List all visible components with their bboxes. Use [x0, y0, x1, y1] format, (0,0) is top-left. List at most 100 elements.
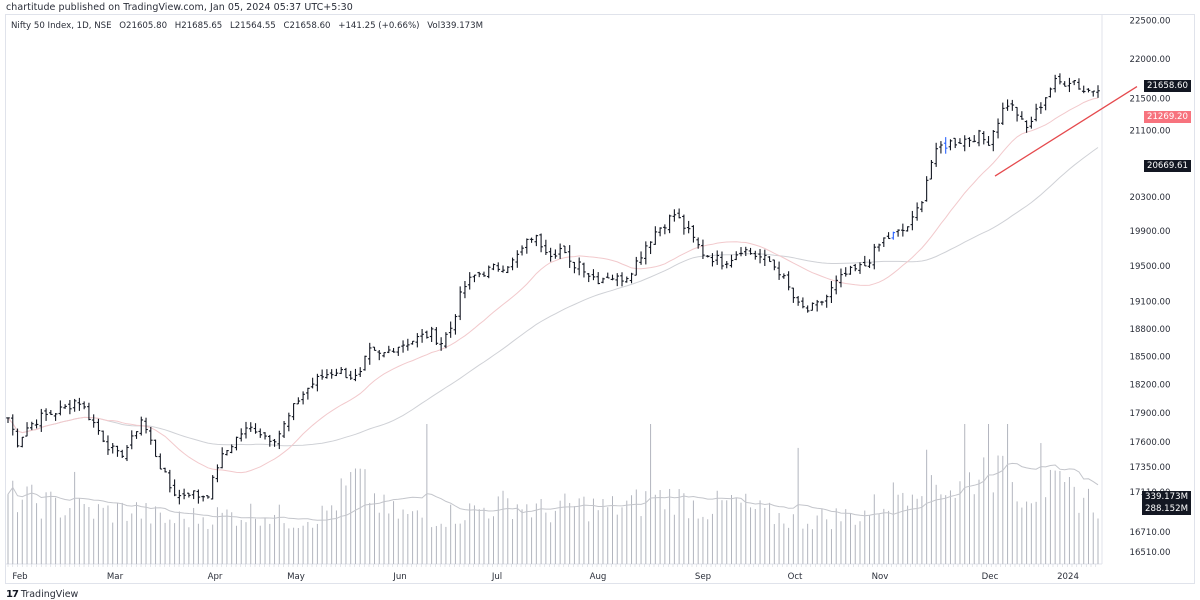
ohlc-bar	[1034, 103, 1038, 122]
symbol-legend: Nifty 50 Index, 1D, NSE O21605.80 H21685…	[11, 21, 488, 31]
ohlc-bar	[591, 269, 596, 281]
ohlc-bar	[658, 227, 662, 237]
ohlc-bar	[948, 139, 953, 151]
brand-name: TradingView	[20, 589, 79, 600]
ohlc-bar	[372, 346, 377, 351]
ohlc-bar	[467, 272, 472, 290]
ohlc-bar	[610, 274, 615, 281]
price-tick-label: 19900.00	[1129, 227, 1170, 237]
ohlc-bar	[25, 422, 29, 437]
time-tick-label: Aug	[590, 572, 607, 582]
ohlc-bar	[87, 402, 91, 421]
ohlc-bar	[615, 273, 620, 287]
price-tick-label: 19500.00	[1129, 262, 1170, 272]
ohlc-bar	[334, 368, 339, 377]
ohlc-bar	[872, 243, 877, 270]
ohlc-bar	[748, 247, 753, 255]
ohlc-bar	[201, 495, 205, 502]
ohlc-bar	[777, 261, 781, 280]
ohlc-bar	[724, 261, 729, 269]
ohlc-bar	[377, 349, 382, 361]
ohlc-bar	[862, 255, 867, 267]
ohlc-bar	[239, 428, 244, 442]
ohlc-bar	[1072, 80, 1077, 86]
ohlc-bar	[101, 430, 105, 443]
ohlc-bar	[63, 404, 67, 409]
ohlc-bar	[882, 237, 886, 247]
price-tick-label: 17350.00	[1129, 463, 1170, 473]
ohlc-bar	[682, 214, 686, 235]
ohlc-bar	[482, 271, 486, 277]
time-tick-label: Apr	[208, 572, 223, 582]
ohlc-bar	[953, 137, 958, 149]
ohlc-bar	[496, 262, 501, 272]
ohlc-bar	[634, 256, 639, 276]
ohlc-bar	[910, 210, 915, 231]
ohlc-bar	[1020, 111, 1024, 120]
ohlc-bar	[415, 333, 420, 348]
ohlc-bar	[734, 251, 739, 261]
time-axis[interactable]: Feb Mar Apr May Jun Jul Aug Sep Oct Nov Dec 2024	[7, 564, 1097, 582]
price-tick-label: 17600.00	[1129, 438, 1170, 448]
ohlc-bar	[110, 443, 115, 454]
price-axis[interactable]: 22500.00 22000.00 21500.00 21100.00 20300.00…	[1129, 16, 1170, 558]
ohlc-bar	[858, 262, 862, 274]
ohlc-bar	[258, 428, 263, 438]
time-tick-label: May	[287, 572, 305, 582]
ohlc-bar	[582, 262, 586, 278]
ohlc-bar	[10, 414, 15, 436]
ohlc-bar	[620, 272, 624, 287]
symbol-name[interactable]: Nifty 50 Index, 1D, NSE	[11, 21, 112, 31]
ohlc-bar	[6, 417, 10, 423]
ohlc-bar	[867, 259, 872, 269]
ohlc-bar	[924, 176, 929, 202]
ohlc-bar	[772, 259, 777, 271]
ohlc-bar	[177, 489, 182, 505]
ohlc-bar	[939, 141, 943, 154]
ohlc-bar	[320, 369, 324, 380]
ohlc-bar	[91, 414, 96, 428]
footer-brand[interactable]: 17 TradingView	[6, 589, 78, 600]
ohlc-bar	[886, 232, 891, 240]
ohlc-bar	[401, 340, 405, 353]
price-tick-label: 18800.00	[1129, 325, 1170, 335]
ohlc-bar	[877, 243, 881, 252]
ohlc-bar	[82, 401, 86, 410]
ohlc-bar	[958, 138, 962, 144]
ohlc-bar	[1081, 85, 1086, 94]
ohlc-bar	[406, 338, 410, 351]
trendline[interactable]	[994, 85, 1138, 177]
ohlc-bar	[106, 435, 110, 455]
ohlc-bar	[367, 342, 372, 365]
ohlc-bar	[558, 243, 562, 259]
ohlc-bar	[444, 332, 448, 349]
ohlc-bar	[853, 263, 858, 272]
ohlc-bar	[425, 330, 429, 339]
ohlc-bar	[386, 345, 391, 354]
ohlc-bar	[244, 421, 248, 439]
ohlc-bar	[1096, 85, 1100, 98]
time-tick-label: Mar	[107, 572, 124, 582]
ohlc-bar	[187, 492, 191, 498]
ohlc-bar	[891, 231, 896, 240]
ohlc-bar	[720, 251, 724, 270]
ohlc-bar	[1048, 87, 1053, 98]
ohlc-bar	[96, 418, 101, 435]
ohlc-bar	[215, 464, 220, 483]
ohlc-bar	[396, 346, 401, 356]
fast-moving-average	[7, 97, 1099, 474]
ohlc-bar	[220, 447, 224, 469]
ohlc-bar	[310, 377, 315, 389]
ohlc-bar	[644, 241, 648, 265]
price-tick-label: 19100.00	[1129, 298, 1170, 308]
ohlc-bar	[1067, 77, 1072, 93]
ohlc-bar	[981, 131, 986, 145]
ohlc-bar	[77, 397, 82, 411]
ohlc-bar	[448, 321, 453, 338]
ohlc-bar	[125, 445, 129, 462]
ohlc-bar	[20, 436, 25, 448]
ohlc-bar	[58, 400, 63, 416]
volume-ma-tag: 288.152M	[1142, 503, 1191, 515]
ohlc-bar	[234, 436, 239, 451]
